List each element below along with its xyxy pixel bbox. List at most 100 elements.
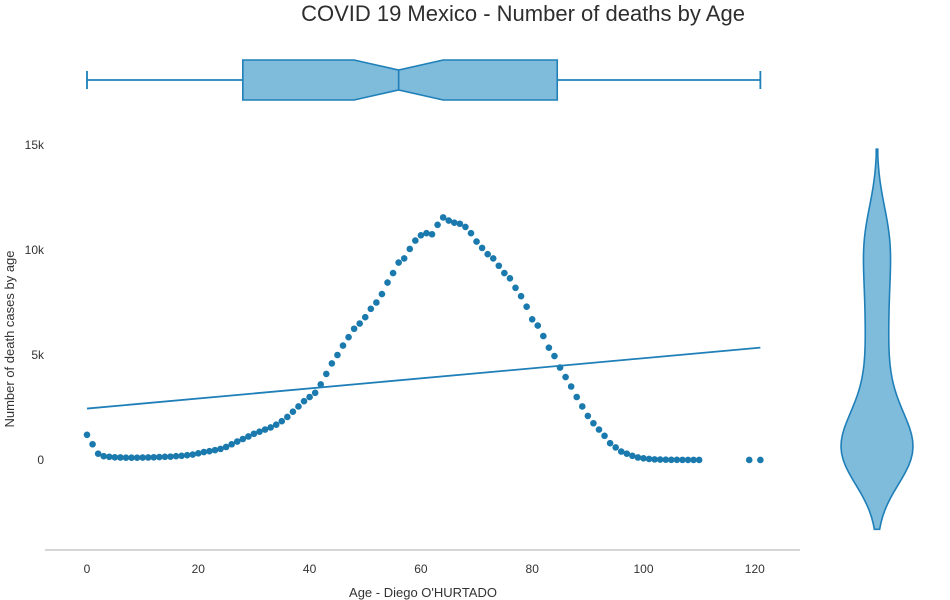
data-point (673, 456, 681, 464)
data-point (189, 451, 197, 458)
data-point (484, 250, 491, 258)
data-point (284, 413, 291, 421)
data-point (272, 421, 280, 429)
data-point (161, 453, 169, 461)
data-point (668, 456, 675, 464)
chart-title: COVID 19 Mexico - Number of deaths by Ag… (301, 1, 745, 26)
data-point (757, 456, 764, 464)
data-point (384, 279, 391, 286)
data-point (350, 325, 358, 333)
data-point (373, 299, 380, 306)
data-point (679, 456, 686, 464)
data-point (105, 453, 113, 461)
data-point (267, 424, 274, 431)
data-point (222, 443, 230, 451)
data-point (695, 456, 703, 464)
data-point (183, 451, 191, 459)
data-point (578, 403, 586, 410)
data-point (412, 237, 419, 244)
data-point (295, 403, 302, 410)
x-tick-label: 80 (526, 562, 540, 576)
data-point (567, 383, 575, 390)
y-axis-label: Number of death cases by age (2, 250, 17, 427)
data-point (601, 432, 608, 440)
data-point (617, 448, 625, 455)
marginal-violin (840, 148, 914, 531)
data-point (473, 238, 480, 245)
data-point (645, 455, 653, 463)
data-point (117, 454, 124, 461)
boxplot-box (242, 59, 559, 101)
x-axis-ticks: 0 20 40 60 80 100 120 (84, 562, 765, 576)
data-point (662, 456, 670, 463)
data-point (512, 284, 519, 292)
data-point (595, 426, 603, 433)
data-point (111, 453, 119, 461)
data-point (434, 221, 441, 229)
data-point (144, 454, 152, 461)
data-point (128, 454, 135, 461)
data-point (467, 229, 475, 237)
data-point (495, 262, 503, 270)
data-point (367, 305, 375, 313)
data-point (623, 450, 631, 458)
data-point (478, 244, 486, 252)
data-point (150, 453, 158, 461)
plot-area (83, 214, 764, 464)
data-point (172, 452, 180, 460)
x-tick-label: 120 (745, 562, 765, 576)
x-axis-label: Age - Diego O'HURTADO (349, 585, 497, 600)
data-point (289, 408, 297, 416)
data-point (406, 245, 414, 253)
data-point (540, 332, 547, 340)
marginal-boxplot (86, 59, 762, 101)
data-point (417, 232, 425, 239)
data-point (361, 313, 369, 321)
data-point (501, 269, 508, 277)
data-point (584, 412, 592, 420)
data-point (489, 255, 497, 262)
data-point (400, 255, 408, 262)
x-tick-label: 20 (192, 562, 206, 576)
data-point (356, 320, 363, 327)
data-point (334, 351, 341, 359)
data-point (506, 275, 514, 282)
data-point (228, 440, 235, 448)
data-point (612, 444, 619, 451)
data-point (439, 214, 447, 221)
data-point (423, 229, 430, 237)
x-tick-label: 60 (414, 562, 428, 576)
data-point (139, 454, 146, 461)
y-tick-label: 0 (37, 453, 44, 467)
data-point (651, 456, 658, 463)
data-point (239, 435, 247, 443)
data-point (745, 456, 753, 464)
data-point (656, 456, 664, 463)
trend-line (86, 346, 761, 410)
data-point (606, 439, 614, 447)
y-axis-ticks: 0 5k 10k 15k (25, 138, 45, 467)
data-point (250, 430, 258, 438)
data-point (378, 290, 386, 298)
y-tick-label: 5k (31, 348, 45, 362)
data-point (634, 454, 642, 461)
data-point (545, 344, 553, 351)
data-point (278, 417, 286, 425)
data-point (551, 352, 558, 360)
data-point (640, 455, 647, 462)
data-point (456, 220, 464, 228)
data-point (445, 217, 453, 224)
data-point (339, 342, 347, 349)
data-point (94, 450, 102, 458)
y-tick-label: 10k (25, 243, 45, 257)
data-point (345, 333, 352, 341)
data-point (428, 230, 436, 238)
data-point (590, 419, 597, 427)
data-point (395, 259, 402, 266)
data-point (528, 316, 536, 323)
data-point (83, 431, 91, 439)
data-point (534, 322, 542, 329)
data-point (133, 454, 141, 461)
data-point (156, 453, 163, 461)
x-tick-label: 100 (633, 562, 653, 576)
